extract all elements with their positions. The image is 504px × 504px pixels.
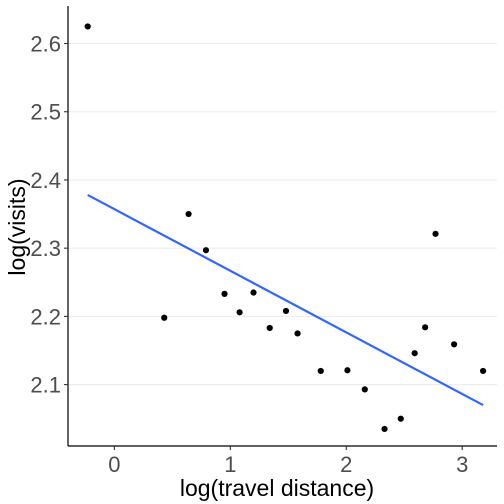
data-point-7 (266, 324, 273, 332)
data-point-10 (317, 367, 324, 375)
data-point-1 (161, 314, 168, 321)
y-tick-label-5: 2.6 (30, 32, 61, 57)
points-group (84, 23, 487, 433)
data-point-11 (344, 367, 351, 374)
y-ticks: 2.1 2.2 2.3 2.4 2.5 2.6 (30, 32, 68, 398)
axes (67, 6, 497, 447)
data-point-17 (432, 230, 439, 237)
x-tick-label-1: 1 (224, 452, 236, 477)
data-point-14 (397, 415, 404, 422)
y-tick-label-3: 2.4 (30, 168, 61, 193)
x-tick-label-2: 2 (340, 452, 352, 477)
y-tick-label-1: 2.2 (30, 304, 61, 329)
y-tick-label-4: 2.5 (30, 100, 61, 125)
data-point-2 (185, 210, 192, 218)
x-ticks: 0 1 2 3 (108, 446, 468, 477)
data-point-16 (422, 324, 429, 331)
data-point-3 (202, 247, 210, 254)
trend-line (87, 193, 484, 407)
grid (68, 43, 497, 386)
x-tick-label-3: 3 (456, 452, 468, 477)
data-point-4 (221, 290, 228, 297)
trend-line-group (87, 193, 484, 407)
x-tick-label-0: 0 (108, 452, 120, 477)
y-tick-label-0: 2.1 (30, 373, 61, 398)
data-point-6 (250, 289, 257, 296)
data-point-19 (479, 367, 487, 375)
data-point-13 (381, 425, 388, 433)
data-point-12 (361, 386, 368, 393)
data-point-15 (411, 350, 418, 357)
data-point-0 (84, 23, 91, 30)
x-axis-title: log(travel distance) (180, 475, 374, 501)
y-axis-title: log(visits) (4, 178, 30, 275)
data-point-9 (294, 330, 301, 337)
data-point-5 (236, 309, 243, 316)
y-tick-label-2: 2.3 (30, 236, 61, 261)
data-point-8 (282, 307, 290, 315)
data-point-18 (451, 341, 458, 348)
